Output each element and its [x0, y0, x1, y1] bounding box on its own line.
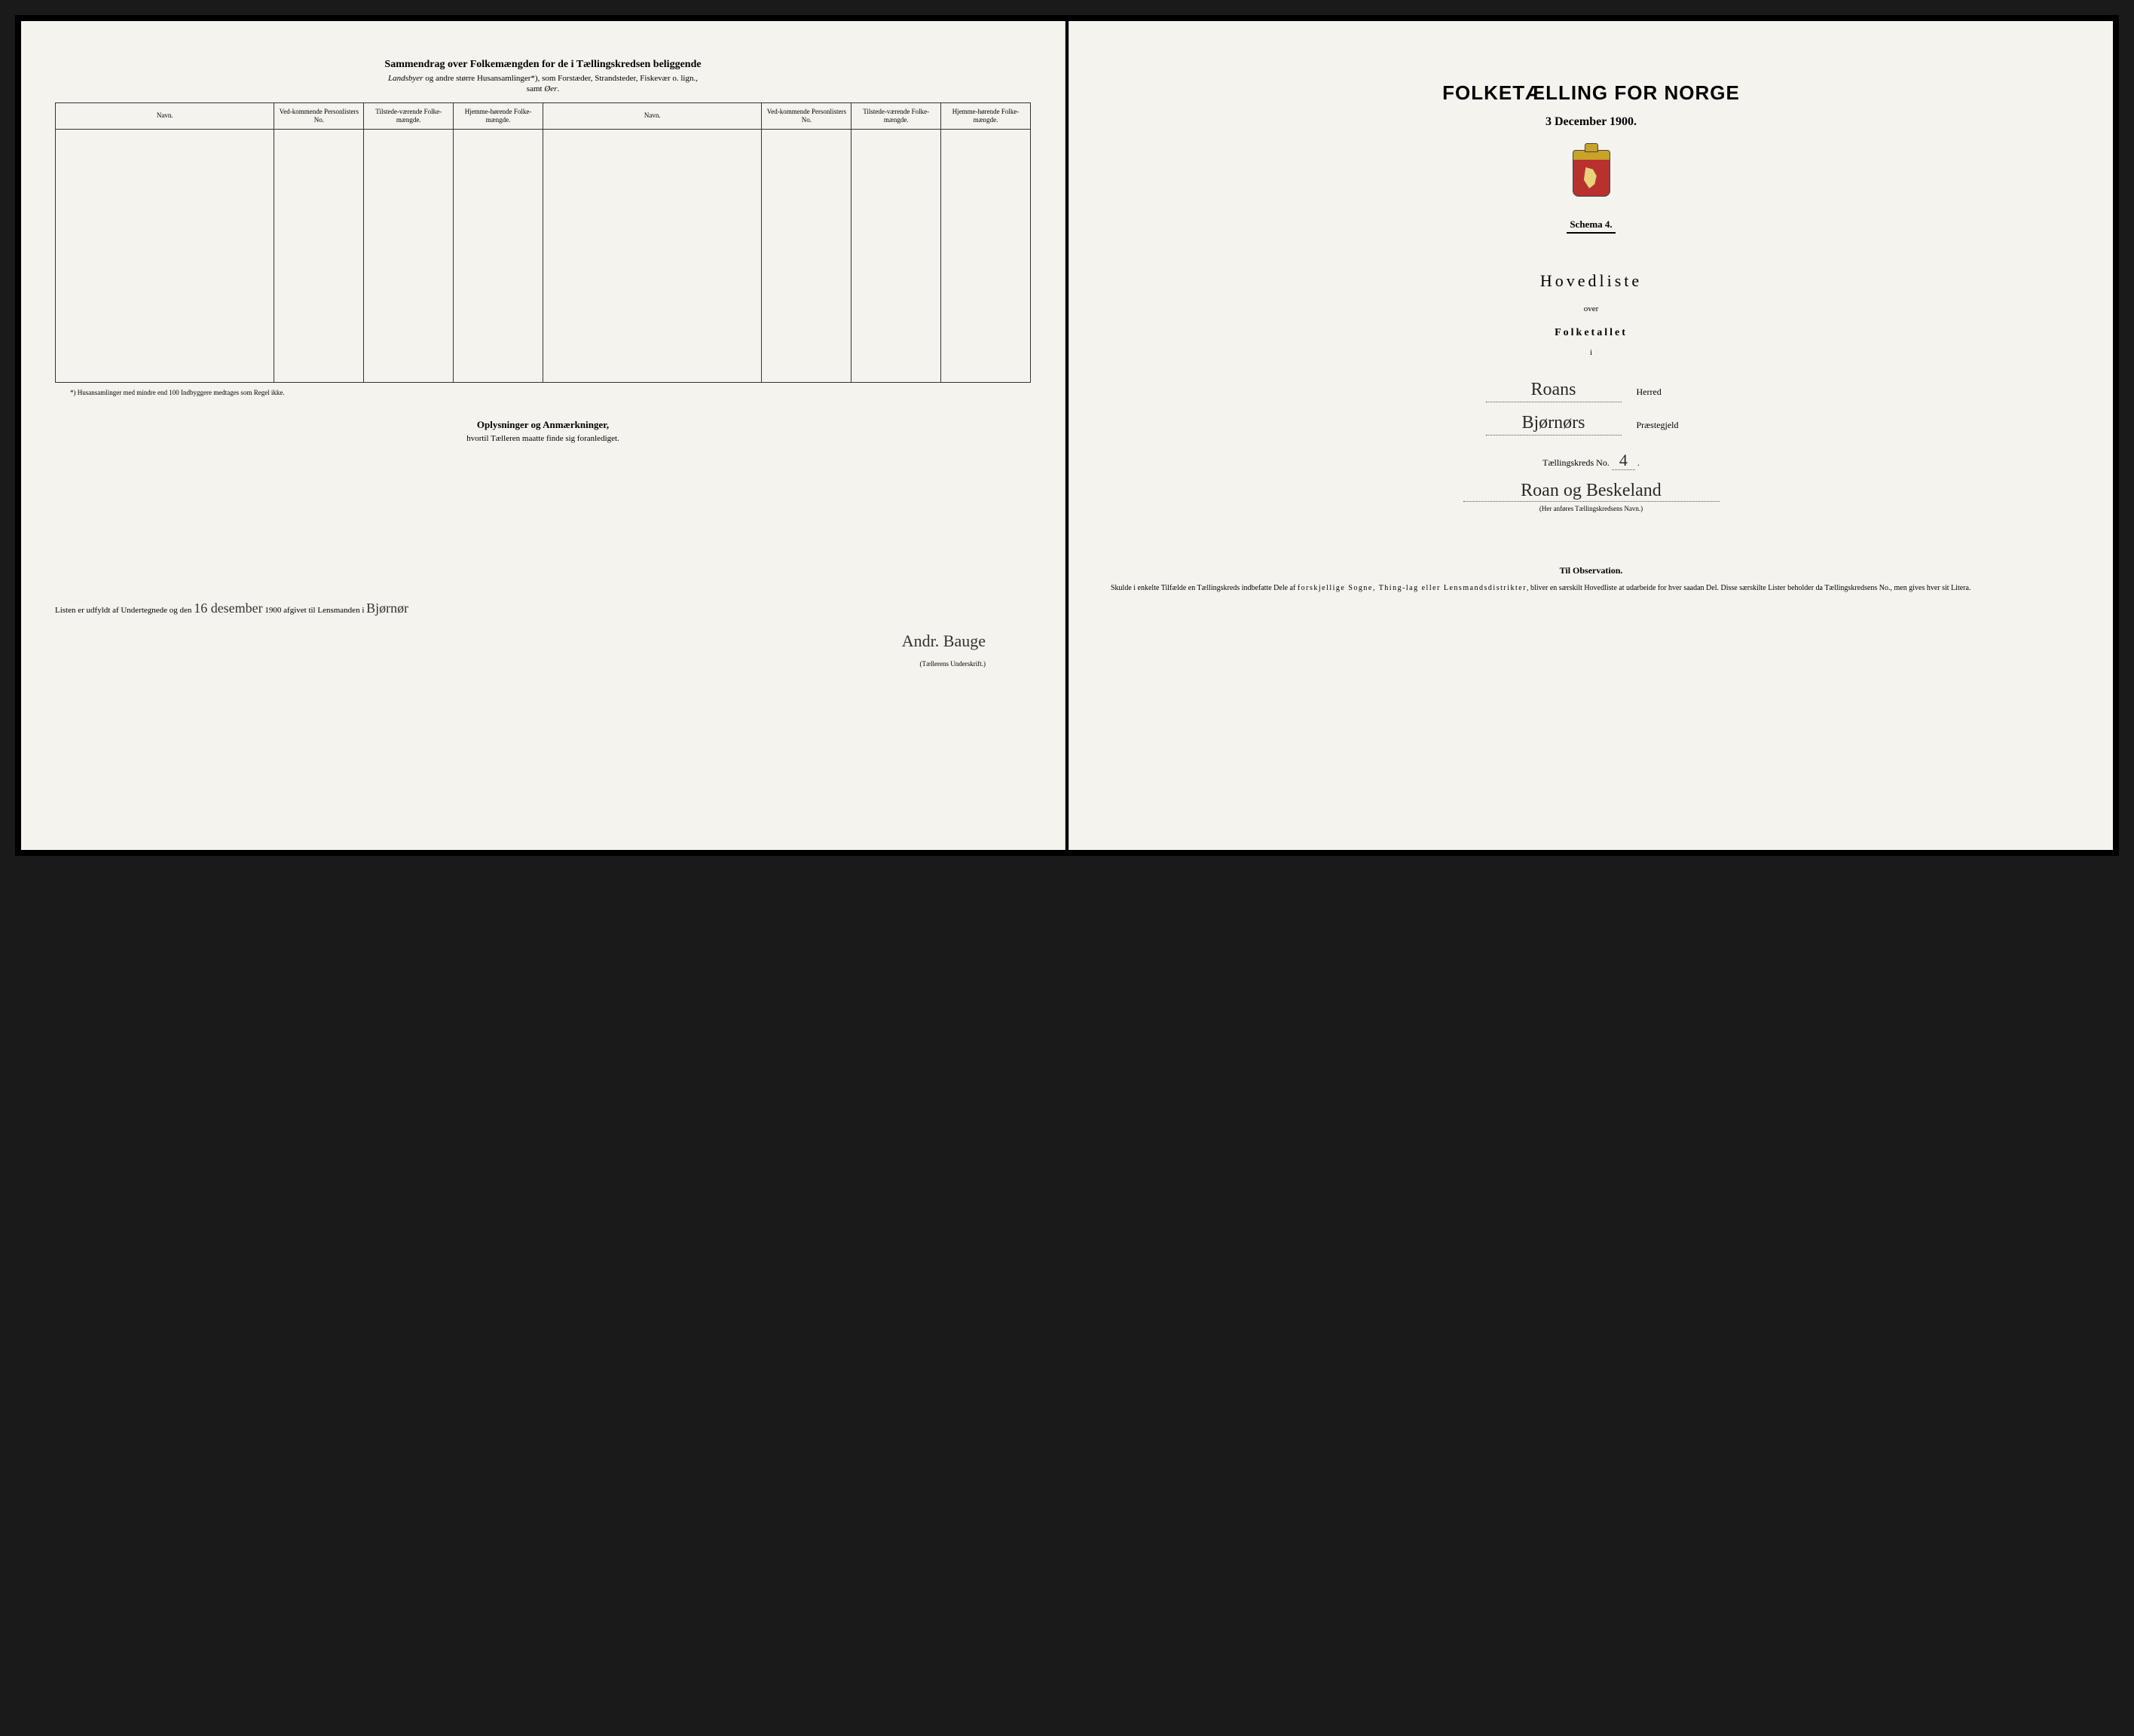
col-personlister-2: Ved-kommende Personlisters No.: [762, 103, 851, 130]
sig-mid: 1900 afgivet til Lensmanden i: [264, 606, 366, 615]
kreds-name-handwritten: Roan og Beskeland: [1463, 481, 1720, 502]
sig-place-handwritten: Bjørnør: [366, 601, 408, 616]
left-page: Sammendrag over Folkemængden for de i Tæ…: [21, 21, 1065, 850]
col-tilstede-1: Tilstede-værende Folke-mængde.: [364, 103, 454, 130]
folketallet-label: Folketallet: [1103, 327, 2079, 339]
table-body: [56, 129, 1031, 382]
table-row: [56, 129, 1031, 147]
schema-label: Schema 4.: [1567, 219, 1615, 234]
table-row: [56, 237, 1031, 255]
table-row: [56, 346, 1031, 364]
kreds-label: Tællingskreds No.: [1542, 457, 1612, 468]
table-row: [56, 165, 1031, 183]
subtitle-rest: og andre større Husansamlinger*), som Fo…: [423, 74, 698, 83]
left-page-subtitle: Landsbyer og andre større Husansamlinger…: [55, 74, 1031, 83]
kreds-number-row: Tællingskreds No. 4 .: [1103, 451, 2079, 470]
samt-line: samt Øer.: [55, 84, 1031, 93]
herred-row: Roans Herred: [1103, 380, 2079, 402]
col-navn-2: Navn.: [543, 103, 761, 130]
hovedliste-title: Hovedliste: [1103, 271, 2079, 291]
kreds-caption: (Her anføres Tællingskredsens Navn.): [1103, 505, 2079, 512]
sig-date-handwritten: 16 desember: [194, 601, 262, 616]
table-row: [56, 201, 1031, 219]
observation-title: Til Observation.: [1103, 565, 2079, 576]
col-personlister-1: Ved-kommende Personlisters No.: [274, 103, 364, 130]
table-row: [56, 219, 1031, 237]
table-row: [56, 147, 1031, 165]
subtitle-italic: Landsbyer: [388, 74, 423, 83]
obs-spaced: forskjellige Sogne, Thing-lag eller Lens…: [1298, 584, 1527, 592]
summary-table: Navn. Ved-kommende Personlisters No. Til…: [55, 102, 1031, 383]
i-label: i: [1103, 348, 2079, 357]
col-hjemme-1: Hjemme-hørende Folke-mængde.: [454, 103, 543, 130]
oplysninger-title: Oplysninger og Anmærkninger,: [55, 419, 1031, 431]
coat-of-arms-icon: [1573, 150, 1610, 197]
signature-block: Listen er udfyldt af Undertegnede og den…: [55, 594, 1031, 672]
praestegjeld-row: Bjørnørs Præstegjeld: [1103, 413, 2079, 436]
sig-prefix: Listen er udfyldt af Undertegnede og den: [55, 606, 194, 615]
obs-part2: , bliver en særskilt Hovedliste at udarb…: [1527, 584, 1970, 592]
table-row: [56, 183, 1031, 201]
praeste-label: Præstegjeld: [1637, 420, 1697, 431]
census-main-title: FOLKETÆLLING FOR NORGE: [1103, 81, 2079, 105]
col-hjemme-2: Hjemme-hørende Folke-mængde.: [941, 103, 1031, 130]
document-spread: Sammendrag over Folkemængden for de i Tæ…: [15, 15, 2119, 856]
over-label: over: [1103, 304, 2079, 313]
left-page-title: Sammendrag over Folkemængden for de i Tæ…: [55, 59, 1031, 71]
col-tilstede-2: Tilstede-værende Folke-mængde.: [851, 103, 941, 130]
table-row: [56, 255, 1031, 274]
praeste-handwritten: Bjørnørs: [1486, 413, 1622, 436]
table-row: [56, 364, 1031, 382]
census-date: 3 December 1900.: [1103, 115, 2079, 129]
herred-label: Herred: [1637, 387, 1697, 398]
table-row: [56, 328, 1031, 346]
col-navn-1: Navn.: [56, 103, 274, 130]
table-footnote: *) Husansamlinger med mindre end 100 Ind…: [70, 389, 1031, 396]
kreds-number-handwritten: 4: [1612, 451, 1635, 470]
sig-caption: (Tællerens Underskrift.): [55, 657, 986, 672]
table-row: [56, 310, 1031, 328]
oplysninger-subtitle: hvortil Tælleren maatte finde sig foranl…: [55, 434, 1031, 443]
sig-name-handwritten: Andr. Bauge: [902, 631, 986, 650]
herred-handwritten: Roans: [1486, 380, 1622, 402]
observation-body: Skulde i enkelte Tilfælde en Tællingskre…: [1103, 582, 2079, 594]
table-row: [56, 274, 1031, 292]
table-row: [56, 292, 1031, 310]
right-page: FOLKETÆLLING FOR NORGE 3 December 1900. …: [1069, 21, 2113, 850]
obs-part1: Skulde i enkelte Tilfælde en Tællingskre…: [1111, 584, 1298, 592]
